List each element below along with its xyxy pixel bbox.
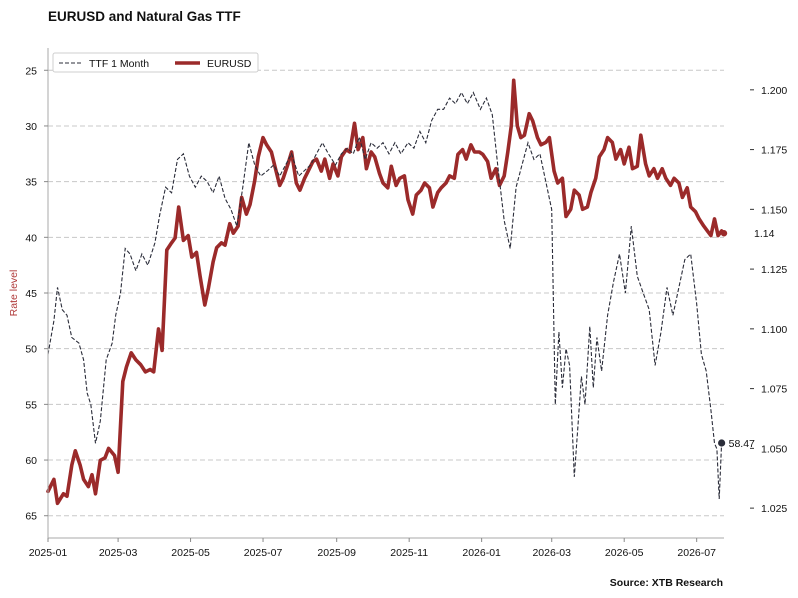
gridlines [48, 69, 724, 517]
ttf-last-value-label: 58.47 [729, 438, 755, 450]
legend-label-eurusd: EURUSD [207, 58, 252, 70]
left-tick-label: 50 [25, 344, 37, 356]
legend-label-ttf-1-month: TTF 1 Month [89, 58, 149, 70]
left-tick-label: 60 [25, 455, 37, 467]
series-line-ttf-1-month [47, 91, 723, 500]
right-tick-label: 1.200 [761, 85, 787, 97]
legend-box [52, 52, 259, 73]
right-tick-label: 1.075 [761, 384, 787, 396]
end-labels: 58.47 1.14 [718, 228, 775, 450]
x-tick-label: 2025-05 [171, 547, 210, 559]
legend: TTF 1 Month EURUSD [52, 52, 259, 73]
x-tick-label: 2025-07 [244, 547, 283, 559]
left-tick-label: 30 [25, 121, 37, 133]
source-note: Source: XTB Research [609, 577, 723, 589]
left-tick-label: 65 [25, 511, 37, 523]
x-tick-label: 2025-01 [29, 547, 68, 559]
left-axis-label: Rate level [8, 270, 20, 317]
left-tick-label: 55 [25, 399, 37, 411]
x-tick-label: 2026-03 [532, 547, 571, 559]
left-axis-ticks: 25 30 35 40 45 50 55 60 65 [25, 65, 48, 523]
x-tick-label: 2026-01 [462, 547, 501, 559]
right-tick-label: 1.175 [761, 145, 787, 157]
left-tick-label: 25 [25, 65, 37, 77]
x-axis-ticks: 2025-01 2025-03 2025-05 2025-07 2025-09 2025-… [29, 538, 716, 559]
eurusd-last-value-label: 1.14 [754, 228, 775, 240]
left-tick-label: 45 [25, 288, 37, 300]
x-tick-label: 2026-07 [677, 547, 716, 559]
right-axis-ticks: 1.025 1.050 1.075 1.100 1.125 1.150 1.175 1.200 [750, 85, 787, 515]
series-layer [46, 78, 726, 506]
ttf-last-point [718, 439, 726, 447]
left-tick-label: 35 [25, 177, 37, 189]
x-tick-label: 2025-11 [390, 547, 428, 559]
series-line-eurusd [46, 78, 726, 506]
left-tick-label: 40 [25, 232, 37, 244]
right-tick-label: 1.125 [761, 264, 787, 276]
x-tick-label: 2025-03 [99, 547, 138, 559]
x-tick-label: 2026-05 [605, 547, 644, 559]
eurusd-last-point [720, 230, 728, 237]
x-tick-label: 2025-09 [317, 547, 356, 559]
right-tick-label: 1.050 [761, 443, 787, 455]
chart-title: EURUSD and Natural Gas TTF [48, 9, 241, 24]
right-tick-label: 1.025 [761, 503, 787, 515]
right-tick-label: 1.100 [761, 324, 787, 336]
right-tick-label: 1.150 [761, 204, 787, 216]
